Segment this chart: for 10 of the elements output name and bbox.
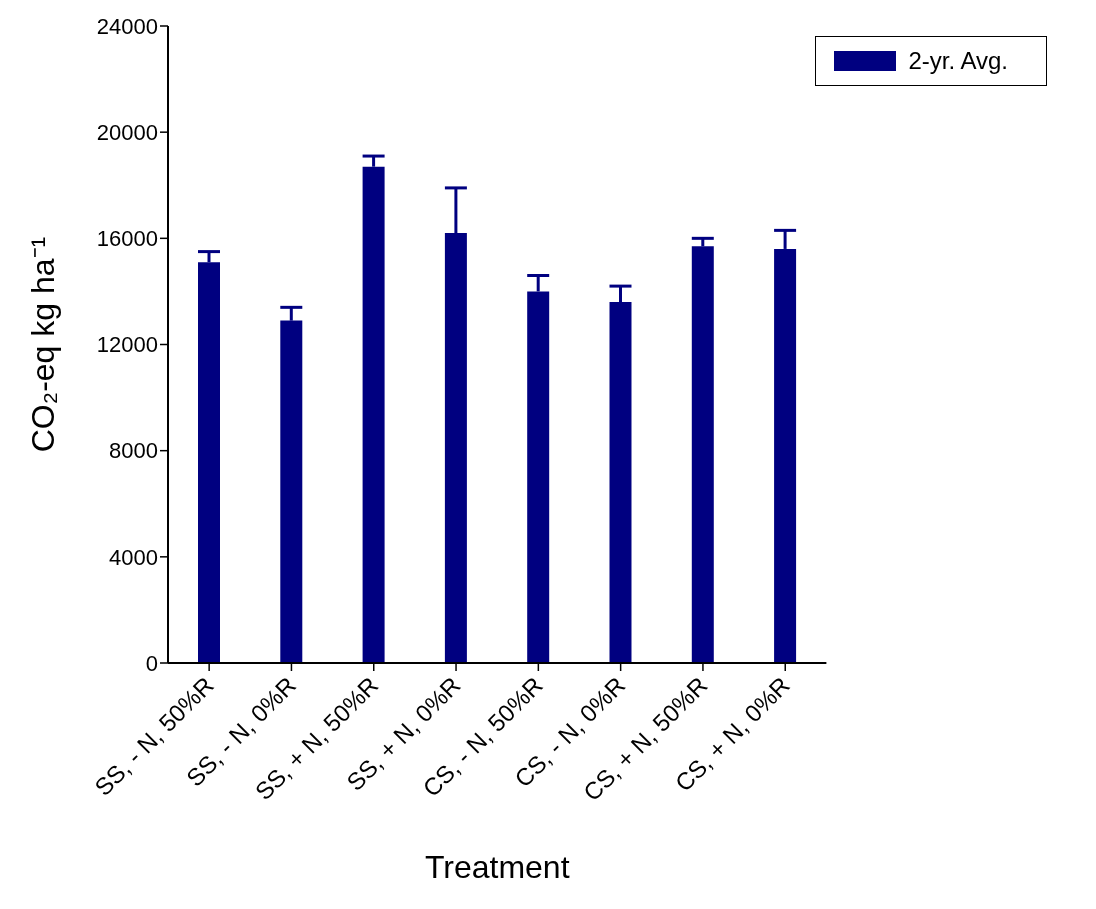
y-tick-label: 24000: [96, 13, 158, 39]
y-axis-title: CO₂-eq kg ha⁻¹: [25, 236, 62, 453]
legend-label: 2-yr. Avg.: [908, 47, 1008, 75]
y-tick-label: 0: [145, 650, 158, 676]
y-tick-label: 4000: [109, 544, 158, 570]
y-tick-label: 8000: [109, 438, 158, 464]
y-tick-label: 16000: [96, 226, 158, 252]
y-tick-label: 12000: [96, 332, 158, 358]
y-tick-label: 20000: [96, 119, 158, 145]
x-axis-title: Treatment: [424, 849, 570, 885]
